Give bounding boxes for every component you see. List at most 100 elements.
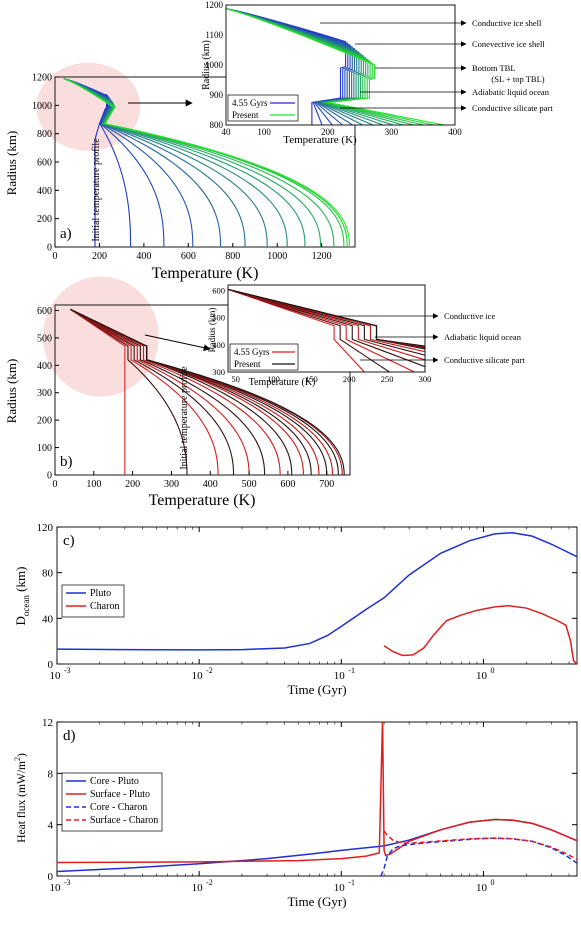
inset-a-xtick-label: 200 xyxy=(321,127,335,137)
xtick-exponent: -2 xyxy=(206,666,213,675)
legend-label: Charon xyxy=(90,601,119,612)
inset-b-xtick-label: 200 xyxy=(343,374,356,384)
xtick-label: 10 xyxy=(50,670,62,682)
panel-label: d) xyxy=(63,728,76,744)
xtick-exponent: -3 xyxy=(64,666,71,675)
ylabel-c-main: D xyxy=(13,616,28,625)
inset-a-ytick-label: 1200 xyxy=(205,0,224,10)
xtick-label-b: 300 xyxy=(164,479,179,490)
xtick-label: 10 xyxy=(476,882,488,894)
ytick-label-b: 500 xyxy=(37,333,52,344)
ytick-label-a: 0 xyxy=(47,243,52,254)
ytick-label: 120 xyxy=(37,522,54,534)
ytick-label-a: 600 xyxy=(37,158,52,169)
ytick-label: 8 xyxy=(48,768,54,780)
xtick-label-b: 500 xyxy=(242,479,257,490)
xtick-label: 10 xyxy=(334,670,346,682)
inset-a-xtick-label: 40 xyxy=(222,127,232,137)
panel-c: 10 -3 10 -2 10 -1 10 004080120PlutoCharonc)Time… xyxy=(13,522,578,697)
xtick-exponent: -2 xyxy=(206,878,213,887)
profile-line-b-5 xyxy=(70,308,266,476)
xtick-label: 10 xyxy=(192,670,204,682)
panel-frame xyxy=(56,721,578,877)
ylabel-c-unit: (km) xyxy=(13,567,28,596)
inset-b-ytick-label: 500 xyxy=(212,313,225,323)
xtick-exponent: -1 xyxy=(348,878,355,887)
xtick-label: 10 xyxy=(50,882,62,894)
annotation-initial-a: Initial temperature profile xyxy=(91,138,102,242)
inset-b-xlabel: Temperature (K) xyxy=(249,377,316,388)
inset-a-legend-early: 4.55 Gyrs xyxy=(232,98,268,108)
inset-b-annotation: Conductive ice xyxy=(444,311,495,321)
xlabel: Time (Gyr) xyxy=(287,894,346,909)
ylabel-a: Radius (km) xyxy=(4,131,19,196)
inset-a-annotation: (SL + top TBL) xyxy=(491,74,544,84)
inset-b-legend xyxy=(229,343,299,371)
inset-a-xlabel: Temperature (K) xyxy=(283,134,357,146)
xtick-label: 10 xyxy=(334,882,346,894)
ytick-label: 0 xyxy=(48,871,54,883)
inset-b-xtick-label: 150 xyxy=(305,374,318,384)
inset-a-annotation: Conductive ice shell xyxy=(472,18,542,28)
inset-a: 40 100 200 300 400 800 900 1000 1100 1200 Temperat… xyxy=(201,0,553,146)
ylabel-b: Radius (km) xyxy=(4,359,19,424)
xlabel-b: Temperature (K) xyxy=(149,492,256,509)
inset-a-ytick-label: 900 xyxy=(210,90,224,100)
legend-label: Surface - Pluto xyxy=(90,789,150,800)
ytick-label-a: 1200 xyxy=(32,73,52,84)
inset-b: 50 100 150 200 250 300 300 400 500 600 Temperature… xyxy=(207,284,525,388)
inset-b-frame xyxy=(227,284,426,373)
inset-a-legend xyxy=(227,94,299,122)
xtick-label-a: 1200 xyxy=(312,251,332,262)
annotation-initial-b: Initial temperature profile xyxy=(179,366,190,470)
series-group xyxy=(57,531,577,664)
ylabel-d-end: ) xyxy=(16,753,28,757)
panel-label: c) xyxy=(63,533,75,549)
ytick-label: 12 xyxy=(42,717,53,729)
legend-label: Core - Charon xyxy=(90,802,147,813)
inset-a-lines xyxy=(226,8,445,125)
profile-line-a-13 xyxy=(63,78,350,248)
series-line-core-charon xyxy=(380,837,577,876)
legend-box xyxy=(61,584,125,618)
xtick-exponent: -1 xyxy=(348,666,355,675)
profile-line-b-6 xyxy=(70,308,281,476)
inset-b-xtick-label: 300 xyxy=(419,374,432,384)
ytick-label-a: 1000 xyxy=(32,101,52,112)
inset-b-xtick-label: 50 xyxy=(231,374,240,384)
inset-a-annotation: Conductive silicate part xyxy=(472,103,553,113)
xtick-label-b: 0 xyxy=(53,479,58,490)
xlabel: Time (Gyr) xyxy=(287,682,346,697)
inset-a-ytick-label: 800 xyxy=(210,120,224,130)
xtick-label-a: 800 xyxy=(225,251,240,262)
xtick-label-b: 100 xyxy=(86,479,101,490)
ylabel-c: Docean (km) xyxy=(13,567,31,626)
ytick-label: 40 xyxy=(42,613,54,625)
ytick-label-b: 400 xyxy=(37,361,52,372)
inset-a-annotation: Bottom TBL xyxy=(472,63,516,73)
xtick-label-b: 200 xyxy=(125,479,140,490)
ytick-label-a: 800 xyxy=(37,129,52,140)
profile-line-b-0 xyxy=(70,308,126,475)
panel-frame xyxy=(56,526,578,665)
legend-box xyxy=(61,772,163,832)
inset-a-frame xyxy=(225,4,456,126)
inset-a-profile-13 xyxy=(226,8,445,125)
figure-root: 0 200 400 600 800 1000 12000200400600800100012… xyxy=(4,0,578,909)
series-line-surface-charon xyxy=(383,830,577,860)
ytick-label: 4 xyxy=(48,820,54,832)
ylabel-d-sup: 2 xyxy=(13,757,22,761)
profile-line-b-4 xyxy=(70,308,250,476)
inset-b-xtick-label: 250 xyxy=(381,374,394,384)
xtick-exponent: 0 xyxy=(490,878,494,887)
inset-b-annotation: Conductive silicate part xyxy=(444,355,525,365)
xtick-label: 10 xyxy=(476,670,488,682)
ytick-label-a: 200 xyxy=(37,214,52,225)
xtick-label: 10 xyxy=(192,882,204,894)
inset-b-ytick-label: 300 xyxy=(212,367,225,377)
xtick-exponent: -3 xyxy=(64,878,71,887)
ytick-label: 80 xyxy=(42,568,54,580)
inset-b-annotation: Adiabatic liquid ocean xyxy=(444,332,522,342)
ytick-label-b: 100 xyxy=(37,443,52,454)
